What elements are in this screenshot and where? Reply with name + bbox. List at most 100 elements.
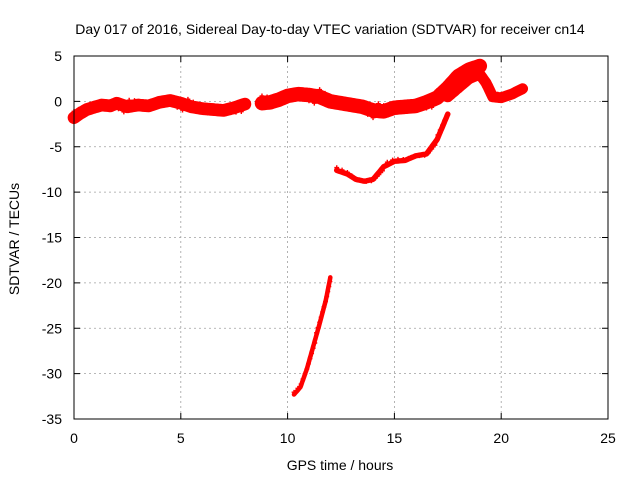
data-point — [190, 99, 196, 105]
data-point — [323, 299, 328, 304]
data-point — [322, 90, 328, 96]
data-point — [326, 284, 332, 289]
data-point — [418, 106, 424, 111]
data-point — [429, 146, 435, 152]
data-point — [429, 104, 435, 110]
y-tick-label-1: -30 — [42, 366, 62, 382]
data-point — [376, 172, 382, 177]
data-point — [343, 101, 349, 107]
data-point — [435, 132, 441, 138]
series-band-arc-2 — [254, 58, 488, 119]
data-point — [453, 84, 459, 90]
data-point — [310, 345, 316, 351]
data-point — [422, 153, 428, 158]
data-point — [408, 105, 413, 111]
data-point — [353, 176, 359, 182]
data-point — [91, 103, 97, 109]
data-point — [373, 175, 378, 181]
chart-title: Day 017 of 2016, Sidereal Day-to-day VTE… — [75, 21, 585, 37]
data-point — [217, 109, 223, 114]
data-point — [324, 294, 330, 299]
data-point — [365, 112, 371, 117]
data-point — [482, 83, 488, 89]
data-point — [320, 309, 325, 315]
series-arc-3 — [333, 111, 451, 184]
y-tick-label-4: -15 — [42, 230, 62, 246]
data-point — [445, 88, 451, 94]
data-point — [450, 78, 456, 83]
data-point — [380, 168, 385, 174]
data-point — [325, 289, 331, 294]
data-point — [470, 75, 476, 81]
y-tick-label-5: -10 — [42, 184, 62, 200]
data-point — [201, 103, 207, 109]
data-point — [479, 78, 485, 83]
data-point — [495, 91, 501, 97]
data-point — [381, 103, 387, 108]
data-point — [158, 100, 164, 106]
x-tick-label-3: 15 — [387, 430, 403, 446]
data-point — [459, 73, 464, 79]
y-tick-label-3: -20 — [42, 275, 62, 291]
data-point — [164, 101, 169, 107]
data-point — [354, 106, 360, 112]
series-band-arc-5 — [291, 275, 333, 397]
data-point — [290, 94, 296, 99]
data-point — [148, 101, 153, 107]
data-point — [306, 361, 311, 367]
data-point — [359, 108, 365, 114]
series-layer — [67, 58, 529, 397]
data-point — [259, 93, 265, 99]
data-point — [291, 389, 297, 395]
data-point — [233, 109, 239, 115]
data-point — [180, 107, 185, 113]
data-point — [81, 105, 87, 110]
data-point — [298, 381, 304, 387]
data-point — [212, 107, 218, 113]
data-point — [434, 88, 440, 93]
data-point — [315, 325, 321, 330]
data-point — [334, 165, 340, 171]
series-band-arc-3 — [333, 111, 451, 184]
data-point — [446, 80, 452, 86]
data-point — [400, 157, 406, 162]
data-point — [490, 90, 496, 95]
data-point — [317, 87, 323, 92]
data-point — [516, 89, 522, 94]
data-point — [307, 356, 313, 362]
ticks: 0 5 10 15 20 25 -35 -30 -25 -20 -15 -10 -5 0 5 — [42, 48, 616, 446]
data-point — [411, 154, 417, 159]
x-tick-label-2: 10 — [280, 430, 296, 446]
data-point — [487, 83, 493, 89]
data-point — [302, 371, 308, 377]
data-point — [142, 100, 148, 106]
data-point — [505, 91, 511, 97]
data-point — [375, 101, 381, 107]
data-point — [437, 127, 443, 133]
data-point — [457, 82, 463, 87]
data-point — [295, 385, 301, 391]
series-arc-1 — [67, 94, 252, 125]
data-point — [475, 74, 481, 80]
data-point — [264, 94, 270, 100]
y-tick-label-0: -35 — [42, 411, 62, 427]
data-point — [454, 75, 460, 80]
data-point — [390, 157, 396, 163]
data-point — [442, 83, 448, 89]
data-point — [295, 94, 301, 100]
y-axis-title: SDTVAR / TECUs — [6, 183, 22, 295]
data-point — [397, 103, 403, 109]
data-point — [395, 156, 401, 162]
data-point — [392, 102, 397, 108]
data-point — [465, 77, 471, 83]
data-point — [228, 110, 234, 115]
x-tick-label-5: 25 — [600, 430, 616, 446]
data-point — [314, 330, 319, 336]
data-point — [76, 106, 82, 112]
data-point — [416, 153, 422, 159]
data-point — [222, 110, 228, 115]
data-point — [449, 86, 455, 92]
data-point — [438, 85, 444, 91]
x-tick-label-0: 0 — [70, 430, 78, 446]
